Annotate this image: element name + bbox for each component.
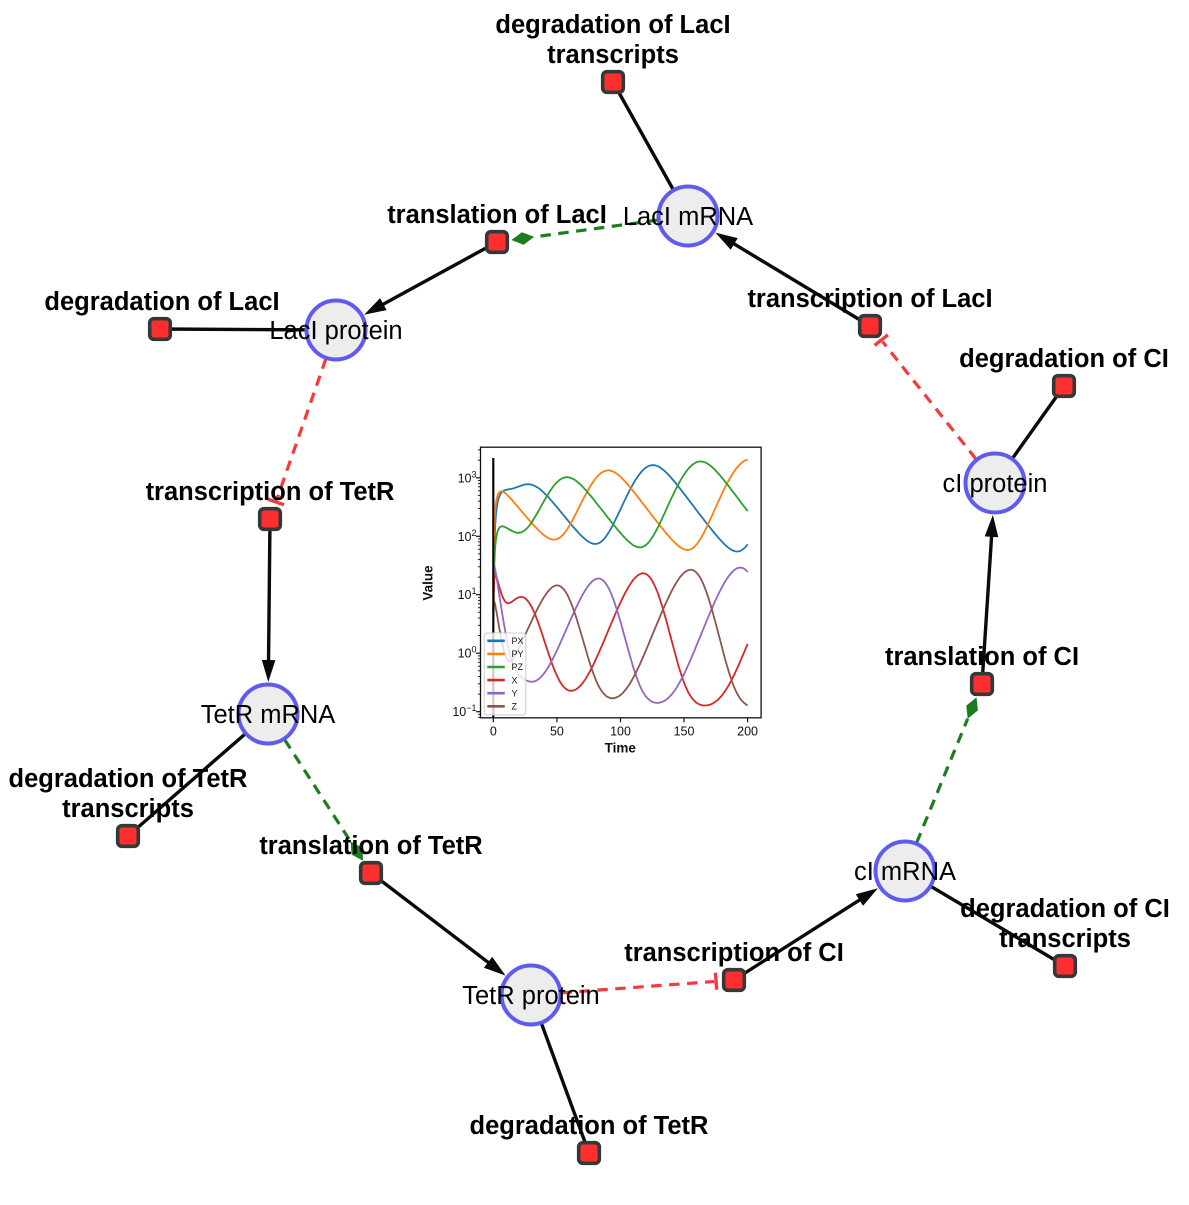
svg-text:Time: Time [605,741,637,756]
svg-text:transcripts: transcripts [999,925,1131,953]
svg-text:PZ: PZ [512,662,524,672]
svg-text:Z: Z [512,702,518,712]
svg-text:degradation of TetR: degradation of TetR [470,1112,709,1140]
svg-text:cI protein: cI protein [943,470,1048,498]
svg-text:degradation of LacI: degradation of LacI [44,288,279,316]
svg-text:transcription of LacI: transcription of LacI [747,285,992,313]
svg-text:50: 50 [550,724,564,738]
svg-text:PY: PY [512,649,524,659]
svg-text:transcription of TetR: transcription of TetR [146,478,395,506]
svg-text:LacI mRNA: LacI mRNA [623,203,753,231]
svg-text:Value: Value [421,565,436,601]
svg-text:200: 200 [737,724,758,738]
svg-text:TetR protein: TetR protein [462,982,600,1010]
svg-text:degradation of TetR: degradation of TetR [9,765,248,793]
svg-text:TetR mRNA: TetR mRNA [201,701,336,729]
svg-text:0: 0 [490,724,497,738]
svg-text:degradation of LacI: degradation of LacI [495,11,730,39]
svg-text:X: X [512,675,518,685]
svg-text:translation of CI: translation of CI [885,643,1079,671]
svg-text:degradation of CI: degradation of CI [960,895,1170,923]
svg-text:Y: Y [512,688,518,698]
svg-text:100: 100 [610,724,631,738]
svg-text:translation of LacI: translation of LacI [387,201,607,229]
svg-text:transcripts: transcripts [62,795,194,823]
svg-text:150: 150 [674,724,695,738]
svg-text:LacI protein: LacI protein [269,317,402,345]
svg-text:transcription of CI: transcription of CI [624,939,844,967]
svg-text:PX: PX [512,636,524,646]
svg-text:translation of TetR: translation of TetR [259,832,482,860]
svg-text:transcripts: transcripts [547,41,679,69]
svg-text:cI mRNA: cI mRNA [854,858,956,886]
svg-text:degradation of CI: degradation of CI [959,345,1169,373]
